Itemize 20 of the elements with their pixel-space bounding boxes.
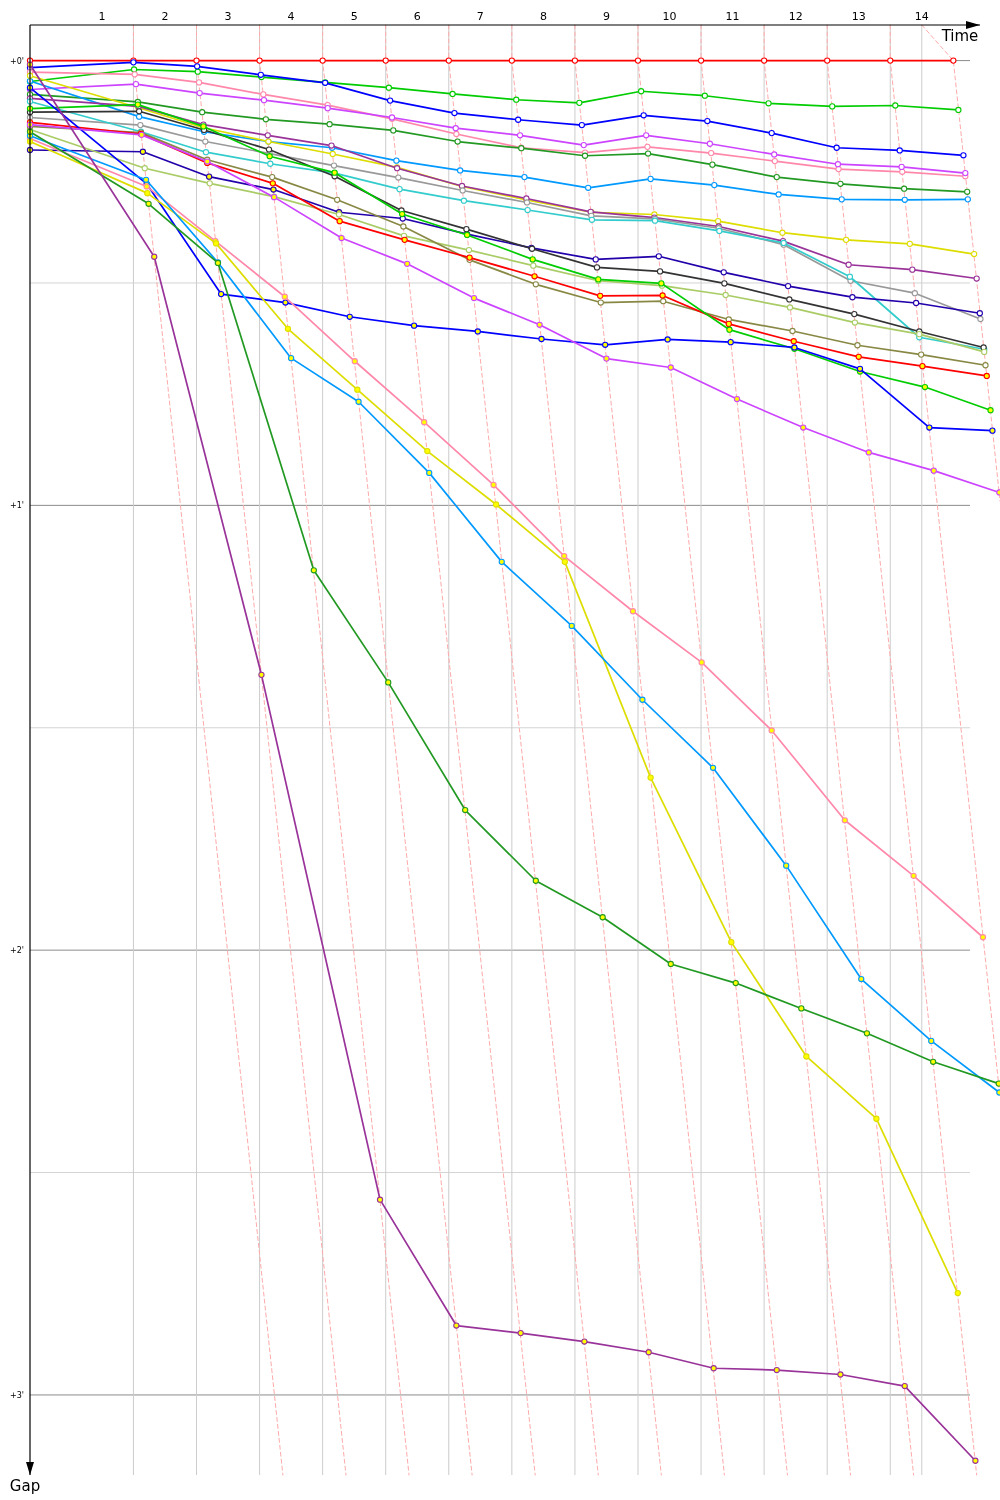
y-axis-title: Gap xyxy=(9,1477,41,1495)
x-tick-label: 6 xyxy=(413,10,421,23)
x-tick-label: 13 xyxy=(851,10,866,23)
x-tick-label: 11 xyxy=(725,10,740,23)
y-tick-label: +1' xyxy=(10,500,24,510)
y-tick-label: +2' xyxy=(10,945,24,955)
y-tick-label: +0' xyxy=(10,56,24,66)
x-tick-label: 10 xyxy=(662,10,677,23)
x-axis-title: Time xyxy=(940,27,979,45)
x-tick-label: 4 xyxy=(287,10,295,23)
x-tick-label: 5 xyxy=(350,10,358,23)
x-tick-label: 2 xyxy=(161,10,169,23)
x-tick-label: 12 xyxy=(788,10,803,23)
x-tick-label: 9 xyxy=(602,10,610,23)
y-tick-label: +3' xyxy=(10,1390,24,1400)
x-tick-label: 1 xyxy=(98,10,106,23)
x-tick-label: 3 xyxy=(224,10,232,23)
x-tick-label: 8 xyxy=(539,10,547,23)
x-tick-label: 14 xyxy=(914,10,929,23)
x-tick-label: 7 xyxy=(476,10,484,23)
